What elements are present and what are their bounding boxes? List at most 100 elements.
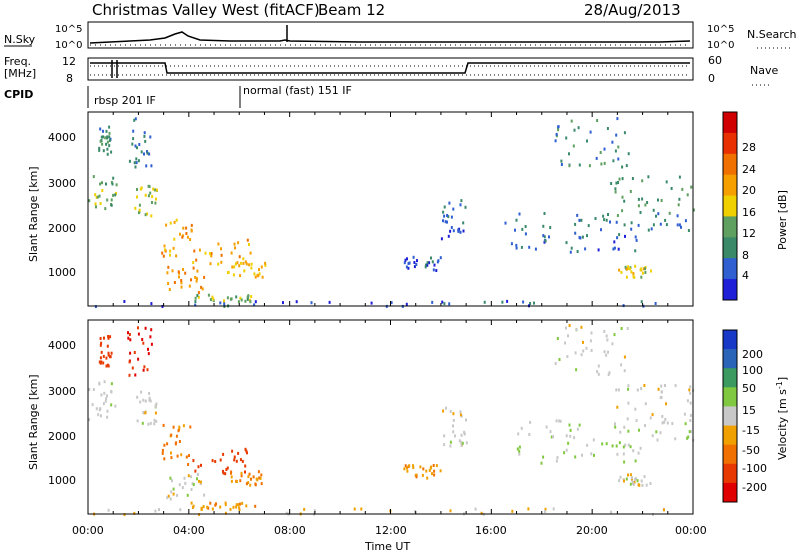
scatter-cell-velocity-2 [129,351,132,355]
scatter-cell-velocity-15 [616,405,619,409]
scatter-cell-velocity-7 [247,481,250,485]
scatter-cell-power-11 [406,257,408,261]
scatter-cell-velocity-13 [627,443,630,447]
scatter-cell-power-8 [239,296,242,300]
scatter-cell-power-2 [135,157,138,161]
scatter-cell-velocity-12 [529,420,532,424]
scatter-cell-power-10 [443,205,446,209]
scatter-cell-velocity-15 [683,412,686,416]
scatter-cell-power-5 [209,262,212,266]
scatter-cell-power-15 [641,179,644,183]
scatter-cell-power-10 [442,219,444,223]
scatter-cell-velocity-16 [643,475,646,479]
scatter-cell-power-5 [249,251,252,255]
scatter-cell-power-12 [659,222,662,226]
scatter-cell-power-0 [114,193,117,197]
scatter-cell-power-8 [207,293,210,297]
scatter-cell-power-12 [594,217,597,220]
scatter-cell-velocity-8 [245,504,248,508]
scatter-cell-velocity-12 [614,422,616,426]
scatter-cell-power-15 [692,208,695,212]
scatter-cell-velocity-4 [180,453,183,457]
scatter-cell-power-9 [219,301,222,305]
noise-sky-line [89,31,691,44]
scatter-cell-power-6 [184,271,187,275]
scatter-cell-power-14 [554,139,557,143]
nsearch-label: N.Search [747,28,797,41]
scatter-cell-power-0 [106,198,109,202]
scatter-cell-velocity-1 [109,355,112,359]
scatter-cell-velocity-2 [127,336,130,340]
power-cbar-tick-12: 12 [742,227,756,240]
scatter-cell-power-13 [576,250,579,253]
scatter-cell-power-13 [634,235,637,239]
scatter-cell-power-13 [597,248,600,252]
scatter-cell-velocity-13 [518,452,521,456]
scatter-cell-power-14 [617,145,620,149]
scatter-cell-velocity-12 [576,427,579,431]
scatter-cell-power-11 [425,263,427,267]
scatter-cell-velocity-9 [610,510,613,514]
scatter-cell-velocity-14 [574,351,577,355]
scatter-cell-velocity-6 [196,477,198,481]
scatter-cell-power-16 [640,275,643,279]
scatter-cell-velocity-4 [174,442,177,446]
scatter-cell-power-14 [557,125,560,129]
scatter-cell-power-11 [432,268,435,272]
nave-line [90,65,690,76]
scatter-cell-velocity-9 [414,510,417,514]
scatter-cell-power-3 [155,197,157,201]
scatter-cell-power-6 [197,291,200,295]
scatter-cell-velocity-9 [107,508,110,512]
scatter-cell-velocity-16 [618,479,621,483]
scatter-cell-velocity-13 [516,447,519,451]
scatter-cell-velocity-2 [147,347,149,351]
scatter-cell-velocity-6 [171,479,173,483]
scatter-cell-power-16 [639,268,642,272]
scatter-cell-velocity-1 [109,335,112,339]
scatter-cell-velocity-15 [661,421,664,425]
scatter-cell-power-9 [529,302,532,305]
scatter-cell-power-15 [678,175,681,179]
scatter-cell-velocity-5 [239,458,242,462]
scatter-cell-power-8 [194,300,197,304]
scatter-cell-power-13 [548,235,550,239]
scatter-cell-velocity-3 [153,418,156,422]
freq-tick-12: 12 [62,55,76,68]
scatter-cell-velocity-3 [154,404,157,408]
scatter-cell-power-9 [254,300,257,304]
colorbar-swatch-velocity-4 [723,406,737,426]
scatter-cell-velocity-8 [190,501,193,505]
scatter-cell-power-3 [138,203,141,207]
scatter-cell-velocity-3 [142,411,145,414]
scatter-cell-power-2 [134,117,137,121]
scatter-cell-velocity-3 [147,422,150,426]
scatter-cell-velocity-12 [623,425,626,429]
scatter-cell-power-6 [167,282,170,285]
scatter-cell-velocity-9 [154,509,157,513]
colorbar-swatch-power-7 [723,132,737,155]
scatter-cell-velocity-12 [688,430,691,434]
scatter-cell-power-15 [670,187,673,190]
scatter-cell-velocity-14 [590,349,593,352]
scatter-cell-velocity-5 [244,464,247,468]
scatter-cell-velocity-12 [671,422,674,425]
scatter-cell-power-12 [574,231,577,235]
scatter-cell-velocity-13 [555,459,558,463]
power-cbar-tick-24: 24 [742,163,756,176]
scatter-cell-velocity-15 [661,390,663,394]
scatter-cell-power-2 [150,164,153,168]
scatter-cell-power-11 [412,255,415,259]
scatter-cell-power-1 [105,142,108,146]
scatter-cell-power-9 [448,302,451,306]
scatter-cell-power-9 [328,300,331,304]
scatter-cell-velocity-13 [518,445,521,449]
scatter-cell-velocity-4 [189,425,192,429]
scatter-cell-velocity-14 [582,349,585,353]
scatter-cell-velocity-0 [95,407,98,411]
scatter-cell-power-6 [173,281,176,284]
scatter-cell-power-6 [168,288,171,291]
scatter-cell-velocity-11 [431,472,433,476]
scatter-cell-power-14 [615,133,618,137]
scatter-cell-velocity-14 [608,371,611,375]
